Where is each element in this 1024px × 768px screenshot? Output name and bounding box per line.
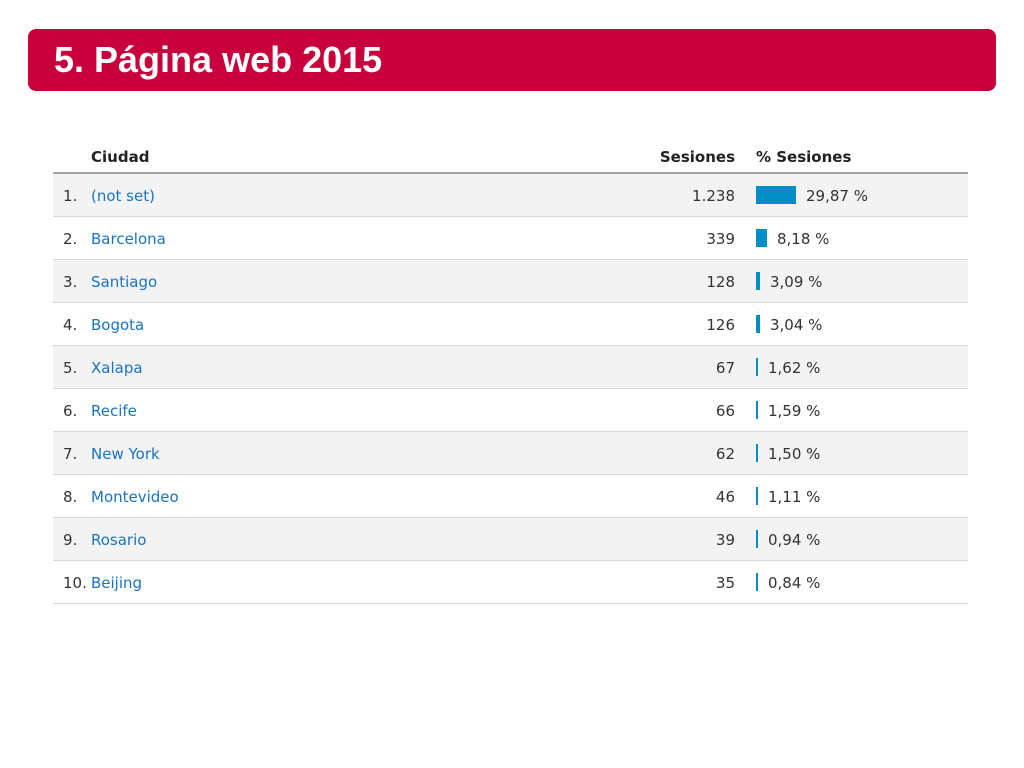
sessions-value: 46 bbox=[715, 488, 735, 506]
row-rank: 1. bbox=[63, 187, 78, 205]
sessions-value: 62 bbox=[715, 445, 735, 463]
city-link[interactable]: (not set) bbox=[91, 187, 155, 205]
city-link[interactable]: Xalapa bbox=[91, 359, 143, 377]
percent-value: 3,04 % bbox=[770, 316, 823, 334]
sessions-value: 67 bbox=[715, 359, 735, 377]
percent-value: 1,50 % bbox=[768, 445, 821, 463]
percent-value: 1,11 % bbox=[768, 488, 821, 506]
percent-value: 29,87 % bbox=[806, 187, 868, 205]
row-rank: 7. bbox=[63, 445, 78, 463]
row-rank: 9. bbox=[63, 531, 78, 549]
percent-bar bbox=[756, 315, 760, 333]
percent-value: 1,59 % bbox=[768, 402, 821, 420]
table-body: 1. (not set) 1.238 29,87 % 2. Barcelona 339 8,1… bbox=[53, 174, 968, 604]
row-rank: 6. bbox=[63, 402, 78, 420]
city-link[interactable]: Rosario bbox=[91, 531, 147, 549]
column-header-sessions[interactable]: Sesiones bbox=[659, 148, 735, 166]
percent-bar bbox=[756, 229, 767, 247]
percent-value: 0,84 % bbox=[768, 574, 821, 592]
table-row: 6. Recife 66 1,59 % bbox=[53, 389, 968, 432]
percent-bar bbox=[756, 573, 758, 591]
city-link[interactable]: Santiago bbox=[91, 273, 158, 291]
percent-bar bbox=[756, 401, 758, 419]
table-row: 8. Montevideo 46 1,11 % bbox=[53, 475, 968, 518]
percent-bar bbox=[756, 272, 760, 290]
sessions-value: 66 bbox=[715, 402, 735, 420]
table-row: 10. Beijing 35 0,84 % bbox=[53, 561, 968, 604]
row-rank: 10. bbox=[63, 574, 87, 592]
table-row: 5. Xalapa 67 1,62 % bbox=[53, 346, 968, 389]
percent-bar bbox=[756, 444, 758, 462]
percent-bar bbox=[756, 186, 796, 204]
city-link[interactable]: Barcelona bbox=[91, 230, 166, 248]
column-header-percent-sessions[interactable]: % Sesiones bbox=[756, 148, 852, 166]
city-link[interactable]: Beijing bbox=[91, 574, 143, 592]
table-row: 3. Santiago 128 3,09 % bbox=[53, 260, 968, 303]
table-row: 4. Bogota 126 3,04 % bbox=[53, 303, 968, 346]
row-rank: 3. bbox=[63, 273, 78, 291]
row-rank: 5. bbox=[63, 359, 78, 377]
percent-bar bbox=[756, 487, 758, 505]
percent-value: 1,62 % bbox=[768, 359, 821, 377]
sessions-value: 35 bbox=[715, 574, 735, 592]
slide-title: 5. Página web 2015 bbox=[54, 39, 383, 80]
table-header: Ciudad Sesiones % Sesiones bbox=[53, 140, 968, 174]
city-link[interactable]: Montevideo bbox=[91, 488, 179, 506]
city-sessions-table: Ciudad Sesiones % Sesiones 1. (not set) 1.… bbox=[53, 140, 968, 604]
city-link[interactable]: New York bbox=[91, 445, 160, 463]
table-row: 2. Barcelona 339 8,18 % bbox=[53, 217, 968, 260]
percent-value: 0,94 % bbox=[768, 531, 821, 549]
title-bar: 5. Página web 2015 bbox=[28, 29, 996, 91]
row-rank: 8. bbox=[63, 488, 78, 506]
percent-bar bbox=[756, 530, 758, 548]
percent-value: 3,09 % bbox=[770, 273, 823, 291]
city-link[interactable]: Bogota bbox=[91, 316, 145, 334]
table-row: 7. New York 62 1,50 % bbox=[53, 432, 968, 475]
sessions-value: 39 bbox=[715, 531, 735, 549]
table-row: 9. Rosario 39 0,94 % bbox=[53, 518, 968, 561]
percent-bar bbox=[756, 358, 758, 376]
row-rank: 2. bbox=[63, 230, 78, 248]
column-header-city[interactable]: Ciudad bbox=[91, 148, 150, 166]
sessions-value: 126 bbox=[706, 316, 735, 334]
sessions-value: 1.238 bbox=[692, 187, 735, 205]
percent-value: 8,18 % bbox=[777, 230, 830, 248]
city-link[interactable]: Recife bbox=[91, 402, 137, 420]
row-rank: 4. bbox=[63, 316, 78, 334]
sessions-value: 128 bbox=[706, 273, 735, 291]
table-row: 1. (not set) 1.238 29,87 % bbox=[53, 174, 968, 217]
sessions-value: 339 bbox=[706, 230, 735, 248]
